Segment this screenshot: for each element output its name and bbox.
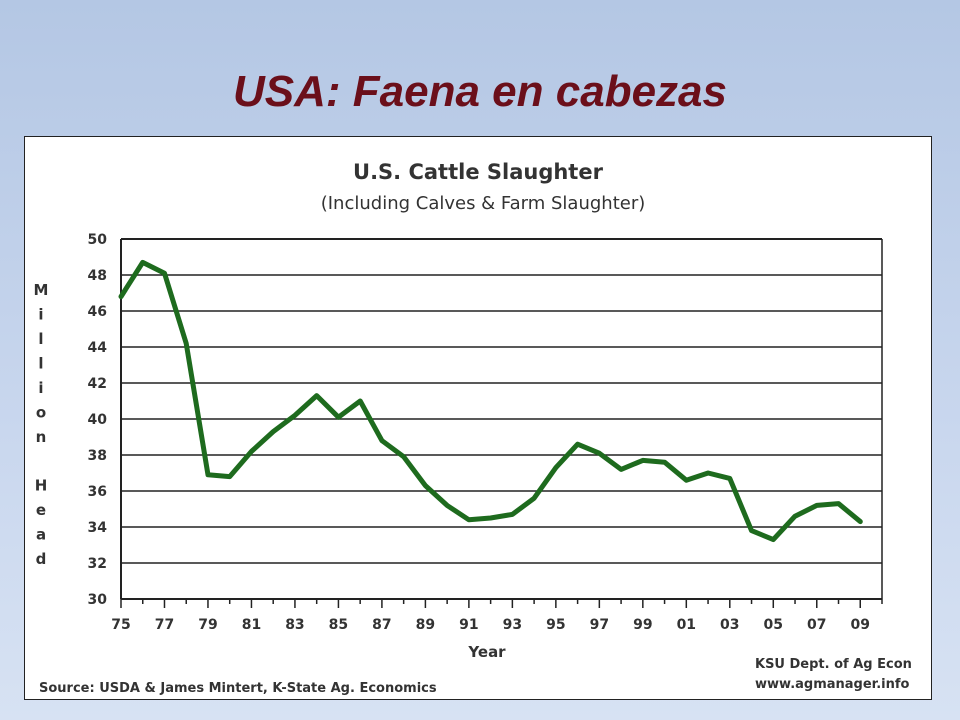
- x-tick-label: 95: [546, 617, 565, 633]
- y-axis-title-letter: H: [35, 477, 48, 495]
- x-tick-label: 83: [285, 617, 304, 633]
- x-tick-label: 93: [503, 617, 522, 633]
- series-layer: [118, 259, 863, 543]
- source-note: Source: USDA & James Mintert, K-State Ag…: [39, 681, 437, 696]
- credit-website: www.agmanager.info: [755, 677, 910, 692]
- slide-title: USA: Faena en cabezas: [233, 67, 727, 116]
- x-tick-label: 75: [111, 617, 130, 633]
- y-axis-title-letter: a: [36, 526, 46, 544]
- y-axis-title-letter: n: [36, 428, 47, 446]
- grid-lines: [120, 238, 883, 608]
- x-tick-label: 09: [851, 617, 870, 633]
- chart-subtitle: (Including Calves & Farm Slaughter): [321, 193, 646, 214]
- series-line: [118, 259, 863, 543]
- y-tick-label: 30: [88, 592, 108, 608]
- x-tick-label: 97: [590, 617, 609, 633]
- x-tick-label: 01: [677, 617, 696, 633]
- y-tick-label: 42: [88, 376, 107, 392]
- cattle-slaughter-chart: U.S. Cattle Slaughter (Including Calves …: [34, 160, 912, 696]
- y-tick-label: 46: [88, 304, 107, 320]
- y-axis-title-letter: d: [36, 550, 47, 568]
- y-tick-label: 44: [88, 340, 108, 356]
- x-tick-label: 85: [329, 617, 348, 633]
- y-tick-label: 50: [88, 232, 108, 248]
- y-tick-label: 40: [88, 412, 108, 428]
- x-tick-label: 77: [155, 617, 174, 633]
- x-tick-label: 99: [633, 617, 652, 633]
- x-tick-label: 03: [720, 617, 739, 633]
- chart-frame: U.S. Cattle Slaughter (Including Calves …: [24, 136, 932, 700]
- y-axis-title-letter: i: [38, 306, 43, 324]
- x-tick-label: 87: [372, 617, 391, 633]
- y-axis-title-letter: e: [36, 501, 46, 519]
- y-axis-title-letter: M: [34, 281, 49, 299]
- credit-dept: KSU Dept. of Ag Econ: [755, 657, 912, 672]
- x-tick-labels: 75 77 79 81 83 85 87 89 91 93 95 97 99 01 03 05 07 09: [111, 617, 870, 633]
- y-axis-title-letter: o: [36, 404, 46, 422]
- x-axis-title: Year: [467, 643, 506, 661]
- y-axis-title-letter: l: [38, 330, 43, 348]
- x-tick-label: 81: [242, 617, 261, 633]
- x-tick-label: 91: [459, 617, 478, 633]
- y-tick-label: 48: [88, 268, 107, 284]
- x-tick-label: 79: [198, 617, 217, 633]
- y-tick-labels: 30 32 34 36 38 40 42 44 46 48 50: [88, 232, 108, 608]
- y-tick-label: 36: [88, 484, 107, 500]
- x-tick-label: 07: [807, 617, 826, 633]
- y-tick-label: 32: [88, 556, 107, 572]
- y-tick-label: 34: [88, 520, 108, 536]
- y-tick-label: 38: [88, 448, 107, 464]
- x-tick-label: 89: [416, 617, 435, 633]
- x-tick-label: 05: [764, 617, 783, 633]
- y-axis-title-letter: l: [38, 355, 43, 373]
- chart-title: U.S. Cattle Slaughter: [353, 160, 604, 184]
- y-axis-title-letter: i: [38, 379, 43, 397]
